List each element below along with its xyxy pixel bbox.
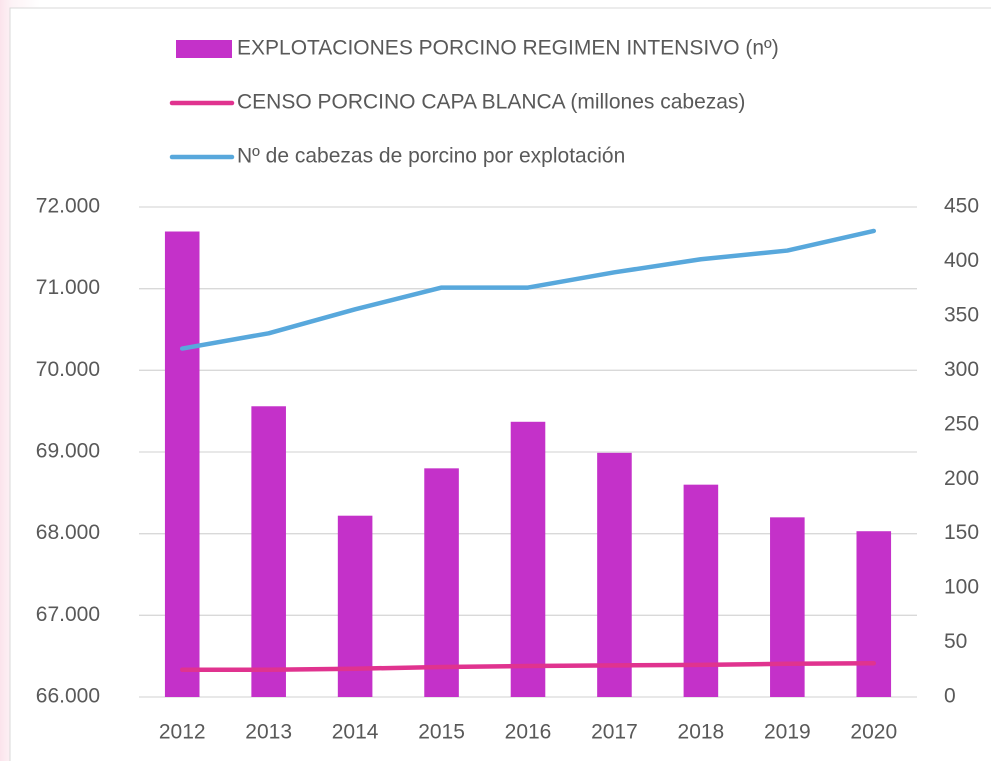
y2-tick-label: 150 bbox=[944, 521, 979, 544]
x-tick-label: 2019 bbox=[764, 721, 811, 744]
chart-frame bbox=[9, 7, 991, 761]
bar bbox=[510, 421, 546, 697]
x-tick-label: 2017 bbox=[591, 721, 638, 744]
y-tick-label: 71.000 bbox=[36, 276, 100, 299]
legend-label: Nº de cabezas de porcino por explotación bbox=[237, 145, 625, 168]
y2-tick-label: 100 bbox=[944, 576, 979, 599]
y2-tick-label: 0 bbox=[944, 685, 956, 708]
y-tick-label: 67.000 bbox=[36, 603, 100, 626]
x-tick-label: 2016 bbox=[505, 721, 552, 744]
line-series bbox=[179, 660, 877, 673]
bar bbox=[164, 231, 200, 697]
y2-tick-label: 250 bbox=[944, 412, 979, 435]
legend-swatch bbox=[176, 40, 232, 58]
legend-label: EXPLOTACIONES PORCINO REGIMEN INTENSIVO … bbox=[237, 37, 779, 60]
x-tick-label: 2013 bbox=[245, 721, 292, 744]
x-tick-label: 2018 bbox=[678, 721, 725, 744]
y2-tick-label: 450 bbox=[944, 195, 979, 218]
y-tick-label: 68.000 bbox=[36, 521, 100, 544]
line-series bbox=[179, 228, 877, 351]
x-tick-label: 2015 bbox=[418, 721, 465, 744]
bar bbox=[424, 468, 459, 697]
y2-tick-label: 50 bbox=[944, 630, 967, 653]
y2-tick-label: 300 bbox=[944, 358, 979, 381]
bar bbox=[251, 406, 286, 697]
y2-tick-label: 200 bbox=[944, 467, 979, 490]
y-tick-label: 69.000 bbox=[36, 440, 100, 463]
x-tick-label: 2012 bbox=[159, 721, 206, 744]
x-tick-label: 2020 bbox=[850, 721, 897, 744]
y-tick-label: 66.000 bbox=[36, 685, 100, 708]
y-tick-label: 72.000 bbox=[36, 195, 100, 218]
bar bbox=[683, 484, 719, 697]
y2-tick-label: 350 bbox=[944, 303, 979, 326]
y2-tick-label: 400 bbox=[944, 249, 979, 272]
x-tick-label: 2014 bbox=[332, 721, 379, 744]
bar bbox=[770, 517, 805, 697]
bar bbox=[597, 452, 632, 697]
bar bbox=[856, 531, 892, 697]
y-tick-label: 70.000 bbox=[36, 358, 100, 381]
legend-label: CENSO PORCINO CAPA BLANCA (millones cabe… bbox=[237, 91, 745, 114]
